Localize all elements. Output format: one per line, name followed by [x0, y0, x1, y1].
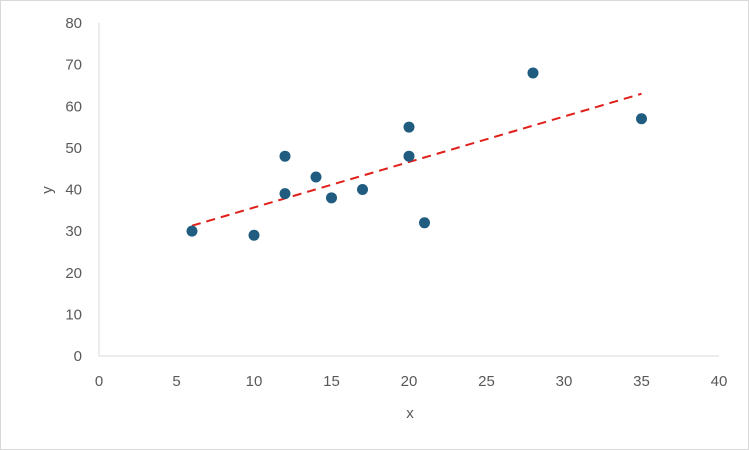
y-tick-label: 60	[65, 98, 82, 115]
trendline	[191, 92, 642, 227]
x-tick-label: 25	[478, 373, 495, 390]
trendline-group	[191, 92, 642, 227]
y-tick-label: 10	[65, 306, 82, 323]
x-axis-title: x	[406, 405, 414, 422]
scatter-point	[403, 150, 415, 162]
y-tick-label: 0	[74, 348, 82, 365]
scatter-point	[357, 184, 368, 195]
y-tick-label: 70	[65, 57, 82, 74]
x-tick-label: 5	[172, 373, 180, 390]
scatter-point	[419, 217, 430, 229]
x-tick-label: 20	[401, 373, 418, 390]
y-tick-label: 50	[65, 140, 82, 157]
y-tick-label: 20	[65, 265, 82, 282]
y-axis-title: y	[39, 186, 56, 194]
x-tick-label: 35	[633, 373, 650, 390]
scatter-point	[310, 171, 322, 183]
y-tick-label: 80	[65, 15, 82, 32]
scatter-point	[248, 229, 260, 241]
scatter-point	[279, 188, 291, 200]
x-tick-label: 0	[95, 373, 103, 390]
scatter-point	[527, 67, 539, 79]
scatter-point	[186, 225, 198, 237]
scatter-point	[326, 192, 337, 204]
scatter-point	[403, 121, 415, 133]
y-tick-label: 40	[65, 182, 82, 199]
x-tick-label: 15	[323, 373, 340, 390]
scatter-point	[279, 150, 291, 162]
y-tick-label: 30	[65, 223, 82, 240]
x-tick-label: 40	[711, 373, 728, 390]
x-tick-label: 10	[246, 373, 263, 390]
data-points	[186, 67, 647, 241]
tick-labels: 0 5 10 15 20 25 30 35 40 0 10 20 30 40 50 60 70 80	[65, 15, 727, 390]
axes	[98, 23, 719, 357]
x-tick-label: 30	[556, 373, 573, 390]
scatter-point	[636, 113, 647, 125]
